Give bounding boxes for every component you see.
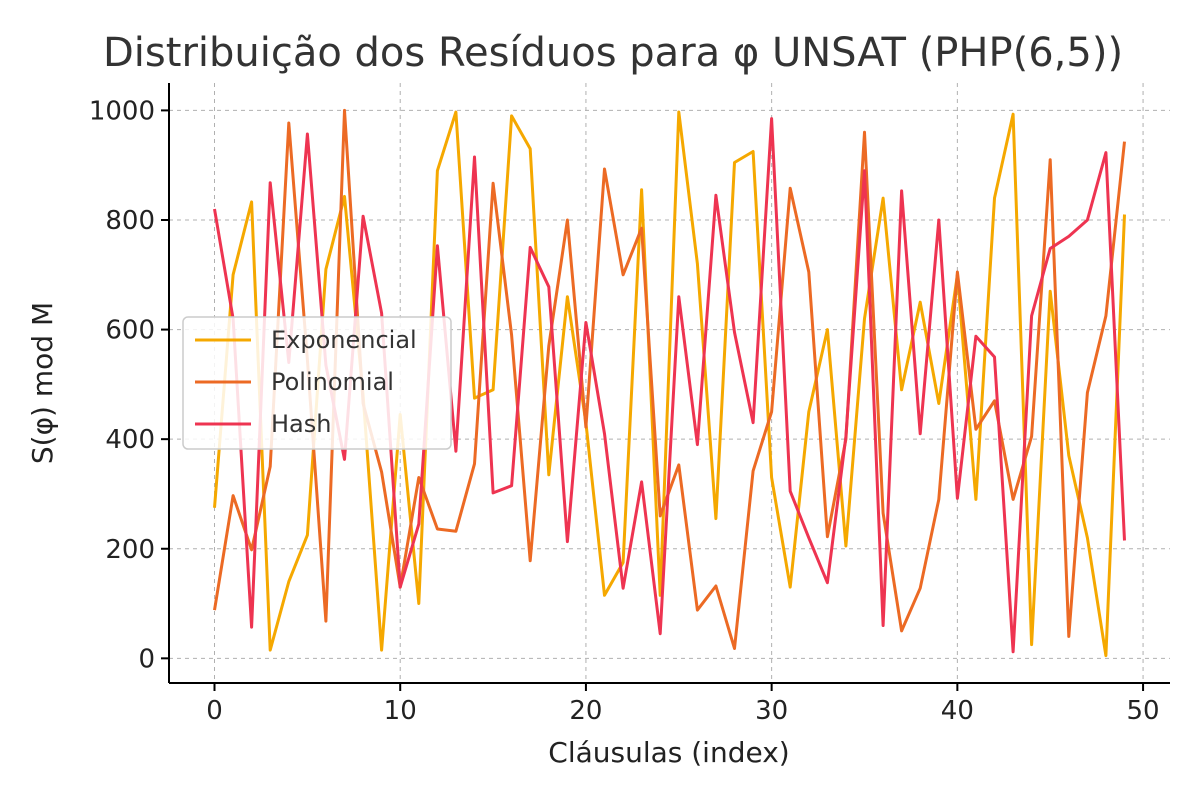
x-tick-label: 20 [569,696,602,726]
x-tick-label: 50 [1127,696,1160,726]
x-tick-label: 10 [384,696,417,726]
chart-title: Distribuição dos Resíduos para φ UNSAT (… [103,30,1123,76]
y-tick-label: 400 [105,425,155,455]
axes: 0 10 20 30 40 50 0 200 400 600 800 1000 [89,83,1170,726]
series-line-hash [213,117,1126,654]
legend-label-polinomial: Polinomial [271,368,394,396]
legend: Exponencial Polinomial Hash [182,316,452,450]
y-tick-label: 1000 [89,96,155,126]
legend-label-exponencial: Exponencial [271,326,417,354]
y-axis-label: S(φ) mod M [26,302,59,464]
legend-label-hash: Hash [271,410,331,438]
x-tick-label: 30 [755,696,788,726]
legend-box [182,316,452,450]
x-tick-label: 40 [941,696,974,726]
y-tick-label: 0 [138,644,155,674]
y-tick-label: 600 [105,316,155,346]
y-tick-label: 200 [105,535,155,565]
x-tick-label: 0 [206,696,223,726]
x-axis-label: Cláusulas (index) [548,736,789,769]
y-tick-label: 800 [105,206,155,236]
